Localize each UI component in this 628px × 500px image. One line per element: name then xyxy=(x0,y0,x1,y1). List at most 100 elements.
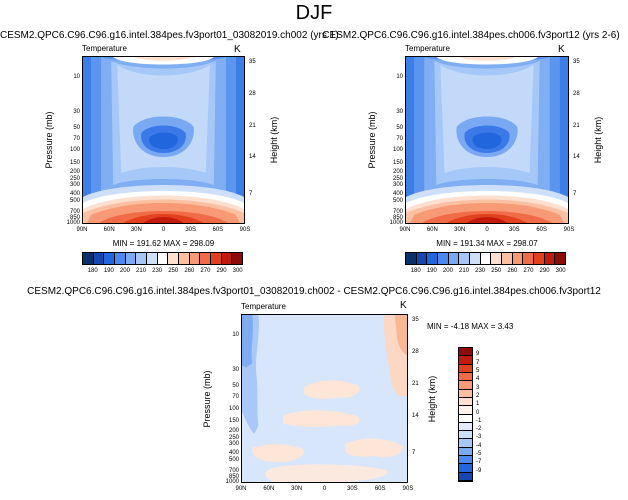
colorbar-label: 200 xyxy=(119,268,130,274)
colorbar-swatch xyxy=(427,253,439,264)
y-tick-label: 200 xyxy=(69,168,80,175)
panel1-units-label: K xyxy=(234,44,241,55)
panel2-units-label: K xyxy=(558,44,565,55)
panel1-colorbar xyxy=(82,252,243,265)
colorbar-swatch xyxy=(93,253,105,264)
y-tick-label: 1000 xyxy=(225,479,239,485)
y2-tick-label: 35 xyxy=(249,58,256,65)
colorbar-swatch xyxy=(459,406,472,415)
panel3-colorbar-labels: 9 7 5 4 3 2 1 0 -1 -2 -3 -4 -5 -7 -9 xyxy=(476,347,496,482)
colorbar-swatch xyxy=(459,431,472,440)
y-tick-label: 300 xyxy=(69,181,80,188)
y-tick-label: 150 xyxy=(69,159,80,166)
colorbar-swatch xyxy=(211,253,222,264)
x-tick-label: 60S xyxy=(212,227,224,233)
colorbar-label: -3 xyxy=(476,434,482,441)
colorbar-swatch xyxy=(459,439,472,448)
colorbar-swatch xyxy=(491,253,503,264)
colorbar-swatch xyxy=(157,253,169,264)
x-tick-label: 90N xyxy=(76,227,88,233)
x-tick-label: 30N xyxy=(130,227,142,233)
y-tick-label: 10 xyxy=(396,73,403,80)
x-tick-label: 90S xyxy=(402,486,414,492)
panel2-colorbar-labels: 180 190 200 210 230 250 260 270 290 300 xyxy=(405,268,566,278)
y-tick-label: 50 xyxy=(73,125,80,131)
x-tick-label: 60N xyxy=(103,227,115,233)
y-tick-label: 500 xyxy=(228,456,239,463)
y-tick-label: 30 xyxy=(396,108,403,115)
y2-tick-label: 21 xyxy=(249,122,256,129)
panel2-y-ticks: 10 30 50 70 100 150 200 250 300 400 500 700 850 1000 xyxy=(383,56,403,226)
colorbar-label: 250 xyxy=(168,268,179,274)
colorbar-swatch xyxy=(459,356,472,365)
colorbar-swatch xyxy=(459,447,472,457)
panel3-y2label: Height (km) xyxy=(427,375,437,423)
y2-tick-label: 21 xyxy=(573,122,580,129)
colorbar-label: 270 xyxy=(523,268,534,274)
y-tick-label: 30 xyxy=(232,367,239,374)
y-tick-label: 100 xyxy=(69,146,80,153)
colorbar-label: 7 xyxy=(476,359,480,366)
panel1-x-ticks: 90N 60N 30N 0 30S 60S 90S xyxy=(76,227,250,237)
panel2-y2label: Height (km) xyxy=(593,116,603,164)
colorbar-label: 230 xyxy=(475,268,486,274)
colorbar-swatch xyxy=(406,253,417,264)
panel1-field-label: Temperature xyxy=(82,44,127,53)
panel3-contour-svg xyxy=(242,315,407,482)
panel3-stats: MIN = -4.18 MAX = 3.43 xyxy=(427,322,514,331)
y2-tick-label: 28 xyxy=(412,348,419,355)
panel1-colorbar-labels: 180 190 200 210 230 250 260 270 290 300 xyxy=(82,268,243,278)
x-tick-label: 90S xyxy=(563,227,575,233)
panel3-units-label: K xyxy=(400,300,407,311)
colorbar-label: 190 xyxy=(103,268,114,274)
x-tick-label: 90S xyxy=(239,227,251,233)
colorbar-swatch xyxy=(200,253,212,264)
x-tick-label: 30S xyxy=(346,486,358,492)
colorbar-swatch xyxy=(83,253,94,264)
colorbar-label: 290 xyxy=(539,268,550,274)
colorbar-swatch xyxy=(221,253,233,264)
colorbar-swatch xyxy=(459,464,472,473)
colorbar-label: 270 xyxy=(200,268,211,274)
panel1-y2-ticks: 35 28 21 14 7 xyxy=(249,56,269,224)
colorbar-label: -5 xyxy=(476,451,482,458)
colorbar-swatch xyxy=(179,253,190,264)
colorbar-swatch xyxy=(459,364,472,373)
figure-title: DJF xyxy=(295,2,333,24)
colorbar-label: 200 xyxy=(442,268,453,274)
panel3-colorbar xyxy=(458,347,473,482)
y2-tick-label: 14 xyxy=(249,154,256,161)
panel3-field-label: Temperature xyxy=(241,302,286,311)
y-tick-label: 150 xyxy=(392,159,403,166)
panel2-field-label: Temperature xyxy=(405,44,450,53)
colorbar-label: 190 xyxy=(426,268,437,274)
y-tick-label: 300 xyxy=(228,440,239,447)
y-tick-label: 50 xyxy=(396,125,403,131)
y-tick-label: 100 xyxy=(392,146,403,153)
colorbar-swatch xyxy=(459,456,472,465)
panel1-contour-svg xyxy=(83,57,244,223)
colorbar-swatch xyxy=(534,253,545,264)
colorbar-swatch xyxy=(438,253,449,264)
y-tick-label: 400 xyxy=(392,190,403,197)
x-tick-label: 0 xyxy=(485,227,489,233)
colorbar-label: -2 xyxy=(476,426,482,433)
panel3-y2-ticks: 35 28 21 14 7 xyxy=(412,314,432,483)
colorbar-label: 290 xyxy=(216,268,227,274)
y-tick-label: 10 xyxy=(232,332,239,339)
panel2-x-ticks: 90N 60N 30N 0 30S 60S 90S xyxy=(399,227,574,237)
y-tick-label: 400 xyxy=(228,449,239,456)
y-tick-label: 250 xyxy=(392,176,403,183)
colorbar-swatch xyxy=(168,253,180,264)
panel2-ylabel: Pressure (mb) xyxy=(367,111,377,169)
colorbar-label: 3 xyxy=(476,384,480,391)
panel2-y2-ticks: 35 28 21 14 7 xyxy=(573,56,593,224)
x-tick-label: 60N xyxy=(426,227,438,233)
colorbar-label: 300 xyxy=(555,268,566,274)
colorbar-swatch xyxy=(189,253,201,264)
y2-tick-label: 21 xyxy=(412,380,419,387)
colorbar-label: -9 xyxy=(476,467,482,474)
y-tick-label: 500 xyxy=(392,198,403,205)
y-tick-label: 700 xyxy=(392,208,403,215)
x-tick-label: 90N xyxy=(235,486,247,492)
